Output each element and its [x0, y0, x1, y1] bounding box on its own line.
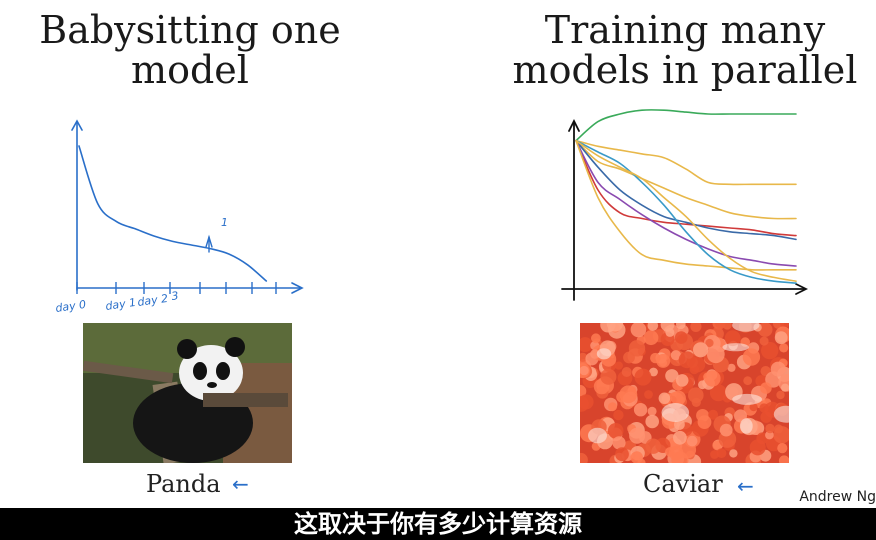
series-line-0: [575, 109, 797, 142]
right-title: Training many models in parallel: [512, 8, 858, 92]
left-axes: [71, 119, 304, 294]
series-line-8: [575, 139, 797, 282]
left-training-curve: [78, 145, 268, 282]
subtitle-bar: [0, 508, 876, 540]
subtitle-text: 这取决于你有多少计算资源: [294, 510, 582, 538]
left-annotation-marks: [205, 234, 213, 253]
series-line-6: [575, 139, 797, 271]
caviar-caption: Caviar: [643, 470, 723, 498]
left-tick-label-2: day 2: [137, 292, 169, 309]
left-y-arrowhead: [71, 119, 83, 131]
author-watermark: Andrew Ng: [799, 489, 876, 505]
right-y-arrowhead: [568, 118, 580, 132]
panda-photo: [83, 323, 292, 463]
left-tick-label-1: day 1: [105, 296, 137, 313]
left-title: Babysitting one model: [39, 8, 341, 92]
series-line-4: [575, 139, 797, 241]
series-line-2: [575, 139, 797, 220]
panda-arrow-icon: ←: [232, 472, 249, 496]
caviar-photo: [580, 323, 789, 463]
panda-caption: Panda: [146, 470, 221, 498]
right-axes: [561, 118, 809, 301]
left-tick-label-3: 3: [171, 289, 180, 303]
series-line-1: [575, 139, 797, 186]
series-line-7: [575, 139, 797, 284]
left-annotation-label: 1: [221, 216, 228, 229]
series-line-0: [78, 145, 268, 282]
right-x-arrowhead: [795, 283, 809, 295]
right-training-curves: [575, 109, 797, 284]
series-line-3: [575, 139, 797, 237]
left-x-arrowhead: [291, 282, 304, 294]
series-line-5: [575, 139, 797, 267]
left-tick-label-0: day 0: [55, 298, 87, 315]
caviar-arrow-icon: ←: [737, 474, 754, 498]
